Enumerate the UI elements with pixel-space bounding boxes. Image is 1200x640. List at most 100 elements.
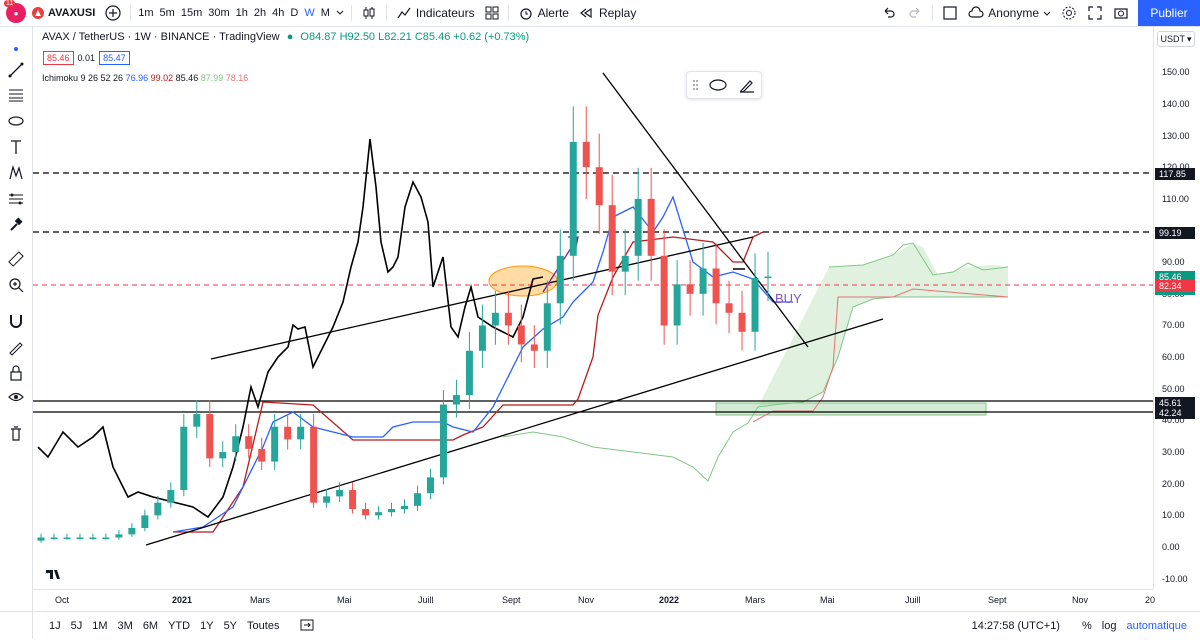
- top-toolbar: 11 ● AVAXUSI 1m 5m 15m 30m 1h 2h 4h D W M…: [0, 0, 1200, 27]
- y-tick-label: 30.00: [1162, 447, 1185, 458]
- square-icon: [943, 6, 957, 20]
- trend-line-tool[interactable]: [6, 60, 26, 80]
- auto-scale-toggle[interactable]: automatique: [1126, 620, 1187, 632]
- tradingview-logo-icon: [44, 567, 66, 584]
- clock-display[interactable]: 14:27:58 (UTC+1): [971, 620, 1060, 632]
- settings-button[interactable]: [1056, 0, 1082, 26]
- shapes-tool[interactable]: [6, 111, 26, 131]
- candle-body: [452, 395, 460, 405]
- x-tick-label: Mars: [745, 595, 765, 605]
- timeframe-dropdown[interactable]: [333, 7, 347, 19]
- grid-icon: [485, 6, 499, 20]
- drag-handle-icon[interactable]: [692, 79, 698, 91]
- publish-button[interactable]: Publier: [1138, 0, 1200, 26]
- candle-body: [634, 198, 642, 256]
- undo-button[interactable]: [876, 0, 902, 26]
- candles-icon: [363, 7, 375, 19]
- percent-toggle[interactable]: %: [1081, 620, 1092, 632]
- replay-button[interactable]: Replay: [574, 0, 641, 26]
- zoom-tool[interactable]: [6, 275, 26, 295]
- range-1m[interactable]: 1M: [92, 620, 108, 632]
- visibility-tool[interactable]: [6, 387, 26, 407]
- crosshair-tool[interactable]: [6, 39, 26, 59]
- expand-icon: [1088, 6, 1102, 20]
- fullscreen-button[interactable]: [1082, 0, 1108, 26]
- remove-drawings-tool[interactable]: [6, 423, 26, 443]
- y-tick-label: 70.00: [1162, 320, 1185, 331]
- currency-selector[interactable]: USDT ▾: [1157, 31, 1195, 47]
- timeframe-1h[interactable]: 1h: [235, 7, 248, 19]
- snapshot-button[interactable]: [1108, 0, 1134, 26]
- timeframe-d[interactable]: D: [290, 7, 299, 19]
- fib-tool[interactable]: [6, 85, 26, 105]
- timeframe-2h[interactable]: 2h: [253, 7, 267, 19]
- account-button[interactable]: Anonyme: [963, 0, 1056, 26]
- text-icon: [11, 140, 21, 154]
- candle-body: [608, 205, 616, 272]
- ruler-tool[interactable]: [6, 249, 26, 269]
- time-axis[interactable]: [33, 589, 1153, 612]
- indicators-button[interactable]: Indicateurs: [391, 0, 480, 26]
- candle-body: [764, 276, 772, 279]
- dot-icon: [14, 47, 18, 51]
- magnet-tool[interactable]: [6, 311, 26, 331]
- timeframe-w[interactable]: W: [304, 7, 315, 19]
- range-5j[interactable]: 5J: [70, 620, 83, 632]
- sell-price-button[interactable]: 85.46: [43, 51, 74, 65]
- brush-icon[interactable]: [738, 77, 756, 93]
- range-ytd[interactable]: YTD: [168, 620, 191, 632]
- layout-button[interactable]: [480, 0, 504, 26]
- range-3m[interactable]: 3M: [117, 620, 133, 632]
- alert-button[interactable]: Alerte: [513, 0, 574, 26]
- range-all[interactable]: Toutes: [247, 620, 280, 632]
- candle-body: [232, 436, 240, 453]
- fullscreen-layout-button[interactable]: [937, 0, 963, 26]
- ichimoku-legend[interactable]: Ichimoku 9 26 52 26 76.96 99.02 85.46 87…: [42, 73, 248, 83]
- buy-price-button[interactable]: 85.47: [99, 51, 130, 65]
- range-6m[interactable]: 6M: [142, 620, 159, 632]
- range-5y[interactable]: 5Y: [223, 620, 238, 632]
- add-symbol-button[interactable]: [100, 0, 126, 26]
- drawing-toolbar: [0, 27, 33, 639]
- draw-mode-tool[interactable]: [6, 337, 26, 357]
- price-label: 99.19: [1155, 227, 1195, 240]
- range-1j[interactable]: 1J: [49, 620, 61, 632]
- redo-button[interactable]: [902, 0, 928, 26]
- legend-close: C85.46: [414, 31, 451, 43]
- y-tick-label: 90.00: [1162, 257, 1185, 268]
- y-tick-label: 20.00: [1162, 478, 1185, 489]
- legend-change: +0.62 (+0.73%): [453, 31, 530, 43]
- ellipse-icon[interactable]: [708, 77, 728, 93]
- x-tick-label: Oct: [55, 595, 70, 605]
- y-tick-label: 130.00: [1162, 130, 1190, 141]
- timeframe-30m[interactable]: 30m: [208, 7, 230, 19]
- timeframe-m[interactable]: M: [320, 7, 330, 19]
- date-range-button[interactable]: [294, 618, 320, 635]
- legend-high: H92.50: [339, 31, 376, 43]
- lock-tool[interactable]: [6, 363, 26, 383]
- measure-tool[interactable]: [6, 215, 26, 235]
- price-chart[interactable]: BUY: [33, 27, 1153, 589]
- timeframe-1m[interactable]: 1m: [138, 7, 154, 19]
- range-1y[interactable]: 1Y: [200, 620, 214, 632]
- timeframe-4h[interactable]: 4h: [272, 7, 285, 19]
- text-tool[interactable]: [6, 137, 26, 157]
- pencil-lock-icon: [9, 342, 23, 356]
- symbol-search[interactable]: AVAXUSI: [26, 0, 100, 26]
- chart-type-button[interactable]: [356, 0, 382, 26]
- candle-body: [349, 490, 357, 510]
- prediction-tool[interactable]: [6, 189, 26, 209]
- candle-body: [413, 493, 421, 506]
- user-avatar[interactable]: 11 ●: [4, 0, 26, 23]
- chevron-down-icon: [1043, 11, 1051, 16]
- timeframe-5m[interactable]: 5m: [159, 7, 175, 19]
- timeframe-15m[interactable]: 15m: [180, 7, 203, 19]
- price-axis[interactable]: [1153, 27, 1200, 589]
- candle-body: [180, 426, 188, 491]
- candle-body: [673, 284, 681, 326]
- candle-body: [725, 303, 733, 313]
- log-toggle[interactable]: log: [1101, 620, 1117, 632]
- candle-body: [323, 496, 331, 503]
- candle-body: [128, 528, 136, 535]
- pattern-tool[interactable]: [6, 163, 26, 183]
